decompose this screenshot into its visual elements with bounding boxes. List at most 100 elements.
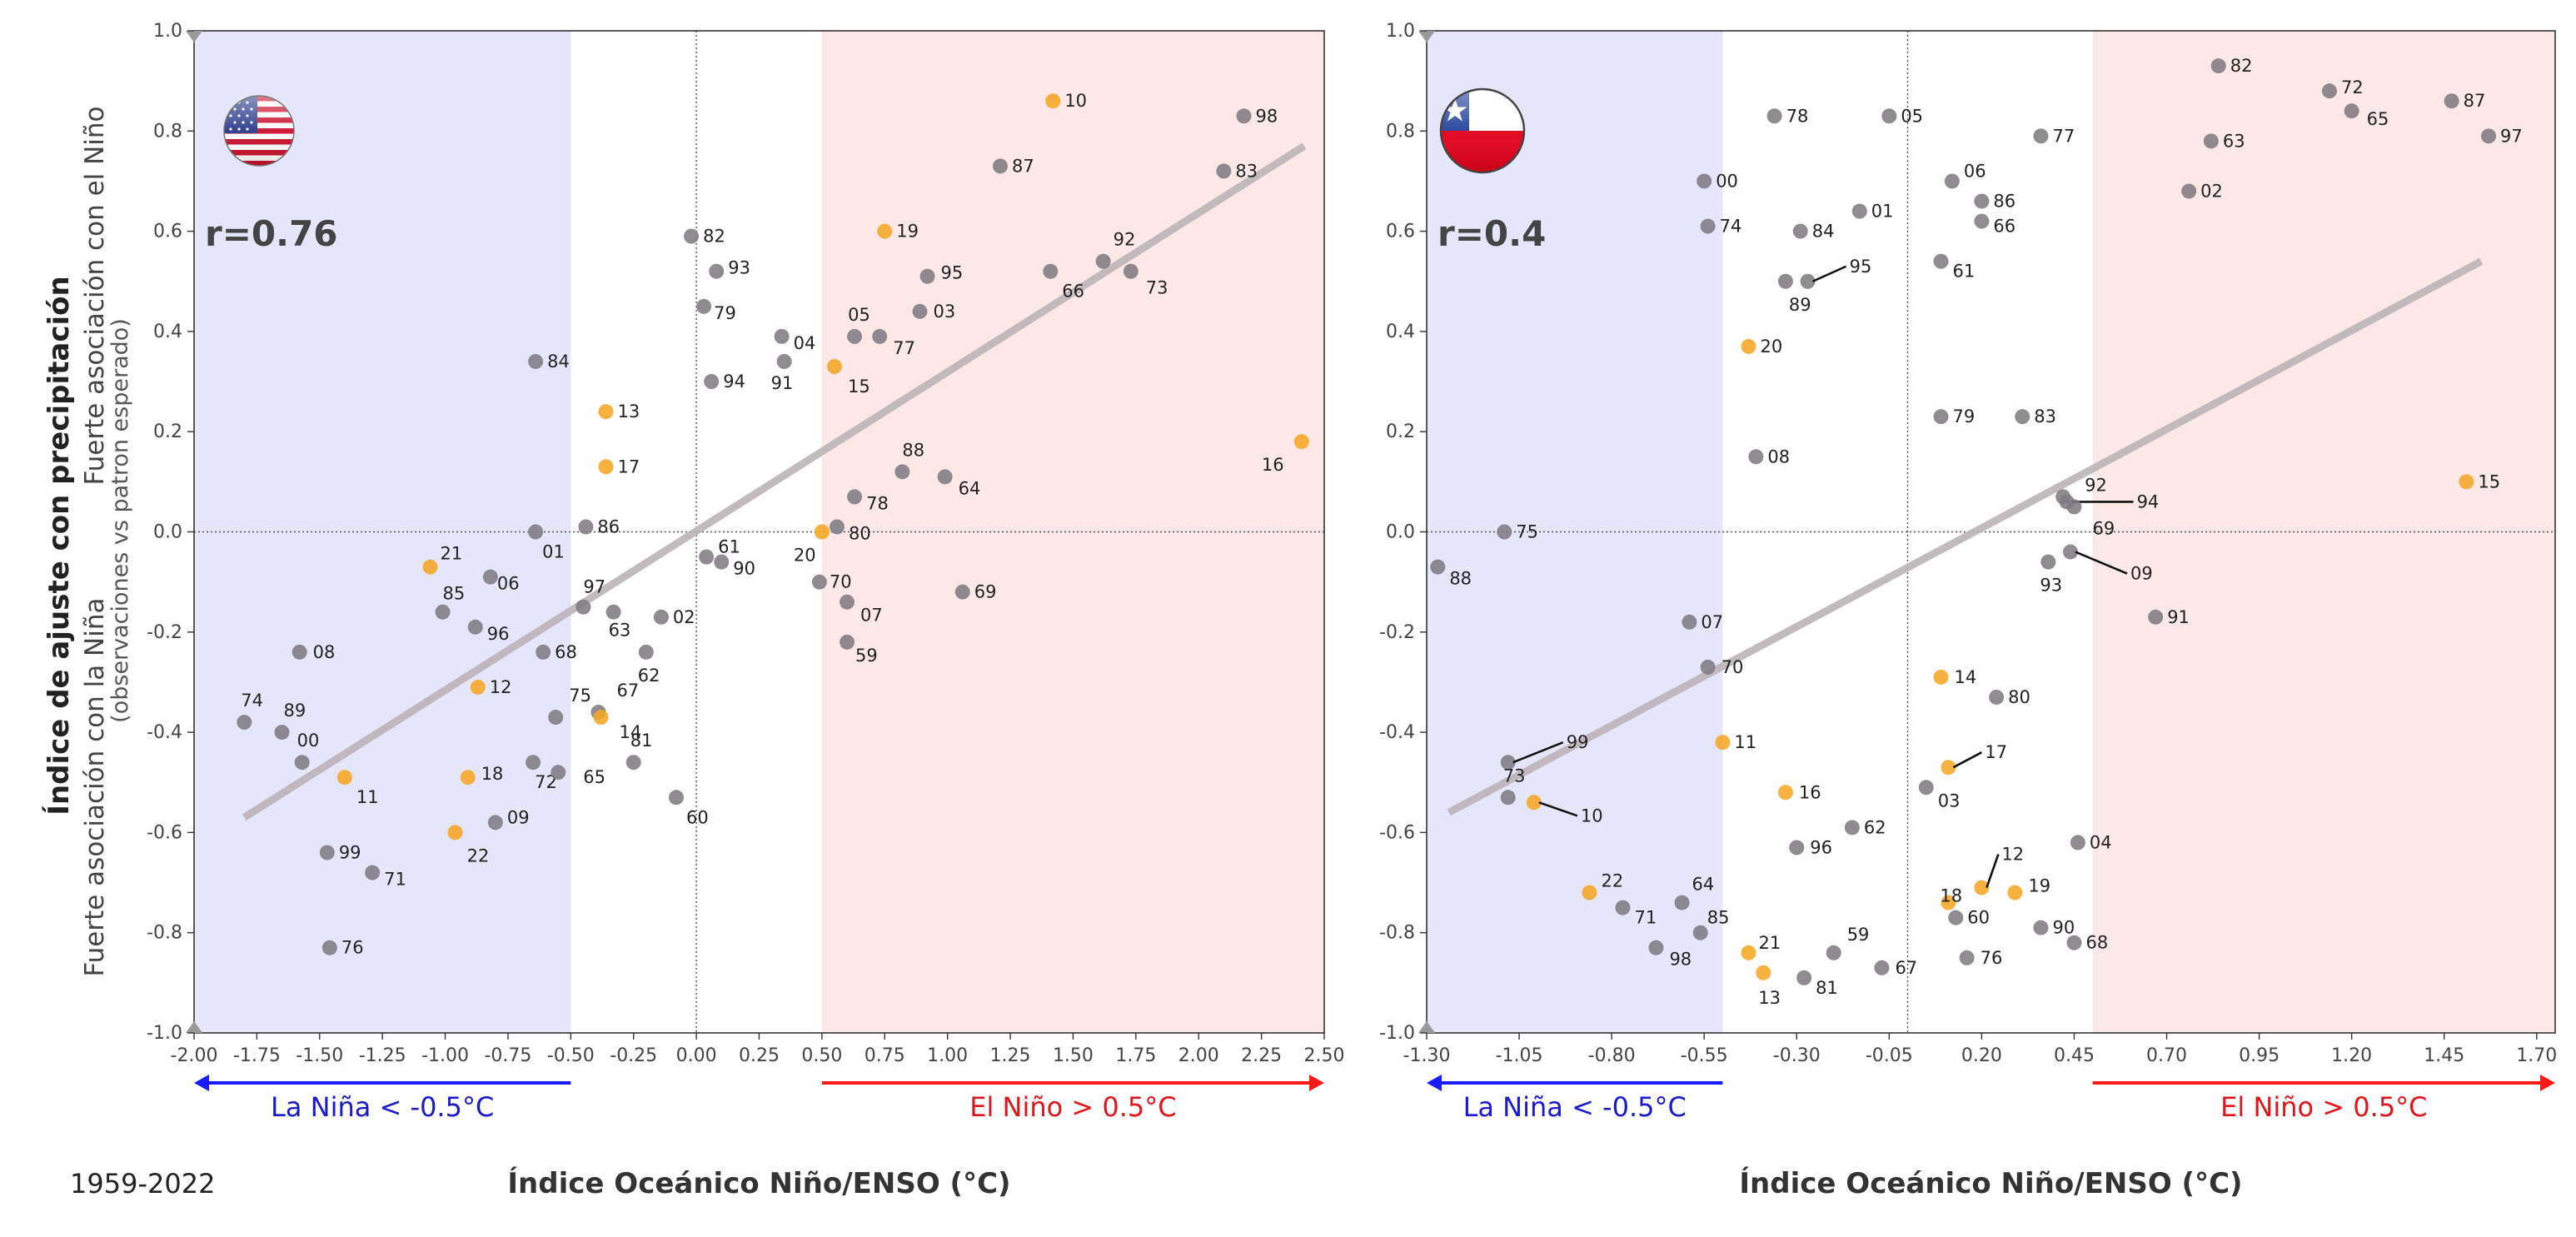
year-label: 59: [1847, 925, 1870, 945]
y-axis-bottom-marker: [186, 1021, 202, 1033]
year-label: 77: [893, 338, 915, 358]
year-label: 85: [1707, 908, 1730, 928]
year-label: 66: [1993, 217, 2015, 237]
year-label: 13: [1758, 988, 1781, 1008]
y-tick-label: -0.6: [1379, 822, 1415, 843]
year-point: [536, 644, 551, 660]
year-label: 18: [1940, 886, 1962, 906]
x-tick-label: 1.45: [2424, 1045, 2464, 1066]
year-label: 72: [2341, 77, 2364, 97]
year-label: 84: [1812, 222, 1835, 242]
year-label: 61: [718, 537, 740, 557]
y-tick-label: 0.6: [1386, 222, 1415, 242]
year-label: 19: [2028, 876, 2050, 896]
label-leader-line: [2075, 551, 2128, 575]
year-point: [1941, 760, 1956, 776]
year-label: 69: [2092, 518, 2115, 538]
year-label: 81: [630, 731, 653, 751]
y-tick-label: 0.8: [1386, 121, 1415, 142]
year-label: 69: [974, 582, 997, 602]
year-point: [1974, 213, 1990, 229]
year-point: [237, 715, 252, 731]
year-point: [319, 845, 335, 860]
year-point: [1933, 409, 1949, 425]
year-label: 99: [339, 842, 361, 862]
year-label: 16: [1799, 782, 1821, 802]
year-point: [1526, 795, 1542, 811]
year-point: [1692, 925, 1708, 940]
year-label: 63: [2223, 131, 2245, 151]
year-label: 64: [959, 478, 981, 498]
year-point: [528, 353, 544, 369]
year-point: [1741, 338, 1756, 354]
year-point: [605, 604, 621, 620]
year-point: [1293, 434, 1309, 450]
x-tick-label: -1.50: [296, 1045, 343, 1066]
year-label: 89: [284, 701, 306, 721]
year-label: 74: [241, 691, 263, 711]
year-label: 97: [2500, 126, 2523, 146]
year-point: [1700, 218, 1716, 234]
y-tick-label: 0.2: [153, 421, 182, 442]
year-point: [653, 609, 669, 625]
year-label: 84: [547, 352, 570, 372]
year-label: 95: [1850, 257, 1872, 277]
year-point: [460, 770, 476, 786]
year-label: 08: [1767, 446, 1790, 466]
year-point: [482, 569, 498, 585]
year-point: [528, 524, 544, 540]
year-label: 98: [1669, 950, 1692, 970]
year-point: [1918, 780, 1934, 796]
year-label: 98: [1256, 106, 1278, 126]
year-point: [1500, 790, 1516, 806]
x-tick-label: 0.70: [2146, 1045, 2187, 1066]
year-label: 64: [1692, 875, 1715, 895]
y-axis-top-marker: [186, 31, 202, 42]
year-label: 86: [597, 516, 620, 536]
year-point: [1881, 108, 1897, 124]
y-tick-label: 0.6: [153, 222, 182, 242]
year-point: [2015, 409, 2030, 425]
year-point: [487, 815, 503, 830]
el-nino-band: [2092, 31, 2555, 1033]
year-point: [2344, 103, 2359, 119]
year-label: 80: [849, 523, 871, 543]
year-label: 02: [673, 607, 695, 627]
year-label: 70: [830, 572, 852, 592]
year-point: [2033, 128, 2049, 144]
label-leader-line: [1812, 265, 1847, 282]
year-label: 05: [1901, 106, 1923, 126]
year-label: 04: [794, 333, 816, 353]
correlation-label: r=0.76: [205, 213, 338, 254]
year-label: 17: [1985, 742, 2007, 762]
year-label: 10: [1581, 806, 1603, 825]
period-label: 1959-2022: [70, 1168, 215, 1200]
year-point: [696, 298, 712, 314]
year-label: 63: [609, 621, 631, 641]
year-point: [774, 328, 790, 344]
y-tick-label: 0.0: [153, 522, 182, 543]
el-nino-label: El Niño > 0.5°C: [969, 1091, 1176, 1123]
year-point: [1674, 895, 1690, 910]
year-point: [2322, 83, 2337, 99]
year-label: 07: [1701, 612, 1723, 632]
x-tick-label: 0.20: [1961, 1045, 2002, 1066]
year-point: [826, 359, 842, 375]
year-label: 20: [1761, 337, 1783, 357]
x-tick-label: -0.30: [1773, 1045, 1821, 1066]
year-label: 09: [2130, 564, 2153, 584]
year-point: [1974, 880, 1990, 895]
usa-flag-icon: [223, 95, 295, 167]
x-tick-label: 0.25: [739, 1045, 780, 1066]
year-point: [294, 755, 310, 771]
year-point: [336, 770, 352, 786]
year-point: [2007, 885, 2023, 900]
year-label: 21: [440, 544, 462, 564]
trend-line: [242, 142, 1307, 821]
year-point: [1766, 108, 1782, 124]
y-tick-label: -0.4: [147, 722, 182, 743]
label-leader-line: [1538, 801, 1578, 817]
year-label: 93: [2040, 576, 2062, 596]
year-point: [1948, 910, 1964, 925]
year-point: [847, 489, 863, 505]
